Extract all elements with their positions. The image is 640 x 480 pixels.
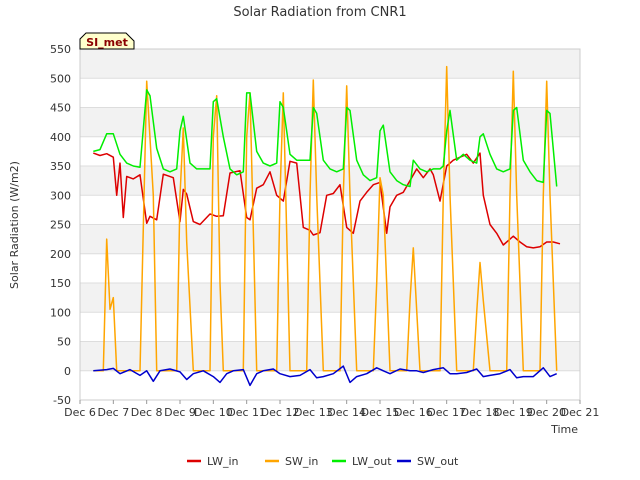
plot-band — [80, 224, 580, 254]
x-tick-label: Dec 17 — [427, 406, 466, 419]
series-layer — [93, 65, 561, 387]
plot-band — [80, 49, 580, 79]
plot-band — [80, 136, 580, 166]
y-tick-label: 300 — [50, 189, 71, 202]
y-axis-label: Solar Radiation (W/m2) — [8, 161, 21, 289]
legend-label-sw-out: SW_out — [417, 455, 459, 468]
site-badge-box — [79, 32, 135, 50]
series-line-sw-in — [93, 65, 558, 372]
x-tick-label: Dec 12 — [261, 406, 300, 419]
x-tick-label: Dec 20 — [527, 406, 566, 419]
legend-label-sw-in: SW_in — [285, 455, 318, 468]
plot-band — [80, 283, 580, 313]
x-axis-label: Time — [550, 423, 578, 436]
y-tick-label: -50 — [53, 394, 71, 407]
series-line-lw-out — [93, 89, 558, 188]
y-tick-label: 550 — [50, 43, 71, 56]
plot-band — [80, 341, 580, 371]
x-tick-label: Dec 14 — [327, 406, 366, 419]
x-tick-label: Dec 11 — [227, 406, 266, 419]
y-tick-label: 500 — [50, 72, 71, 85]
x-tick-label: Dec 15 — [361, 406, 400, 419]
x-tick-label: Dec 8 — [131, 406, 163, 419]
x-tick-label: Dec 18 — [461, 406, 500, 419]
x-tick-label: Dec 19 — [494, 406, 533, 419]
y-tick-label: 200 — [50, 248, 71, 261]
plot-band — [80, 107, 580, 137]
plot-band — [80, 370, 580, 400]
legend-label-lw-out: LW_out — [352, 455, 392, 468]
axis-ticks: -50 0 50 100 150 200 250 300 350 400 450 500 550 Dec … — [50, 43, 599, 419]
y-tick-label: 250 — [50, 219, 71, 232]
plot-band — [80, 195, 580, 225]
x-tick-label: Dec 7 — [97, 406, 129, 419]
plot-band — [80, 312, 580, 342]
plot-frame — [79, 48, 581, 401]
x-tick-label: Dec 10 — [194, 406, 233, 419]
y-tick-label: 0 — [64, 365, 71, 378]
legend: LW_in SW_in LW_out SW_out — [187, 455, 459, 468]
plot-band — [80, 253, 580, 283]
chart-title: Solar Radiation from CNR1 — [233, 5, 406, 20]
y-tick-label: 150 — [50, 277, 71, 290]
y-tick-label: 350 — [50, 160, 71, 173]
series-line-lw-in — [93, 152, 561, 249]
x-tick-label: Dec 21 — [561, 406, 600, 419]
x-tick-label: Dec 9 — [164, 406, 196, 419]
site-badge: SI_met — [79, 32, 135, 50]
y-tick-label: 400 — [50, 131, 71, 144]
x-tick-label: Dec 13 — [294, 406, 333, 419]
series-line-sw-out — [93, 365, 557, 387]
y-tick-label: 50 — [57, 336, 71, 349]
plot-band — [80, 78, 580, 108]
y-tick-label: 100 — [50, 306, 71, 319]
legend-label-lw-in: LW_in — [207, 455, 239, 468]
x-tick-label: Dec 6 — [64, 406, 96, 419]
y-tick-label: 450 — [50, 102, 71, 115]
plot-bands — [80, 49, 580, 400]
site-badge-label: SI_met — [86, 36, 128, 49]
x-tick-label: Dec 16 — [394, 406, 433, 419]
plot-band — [80, 166, 580, 196]
